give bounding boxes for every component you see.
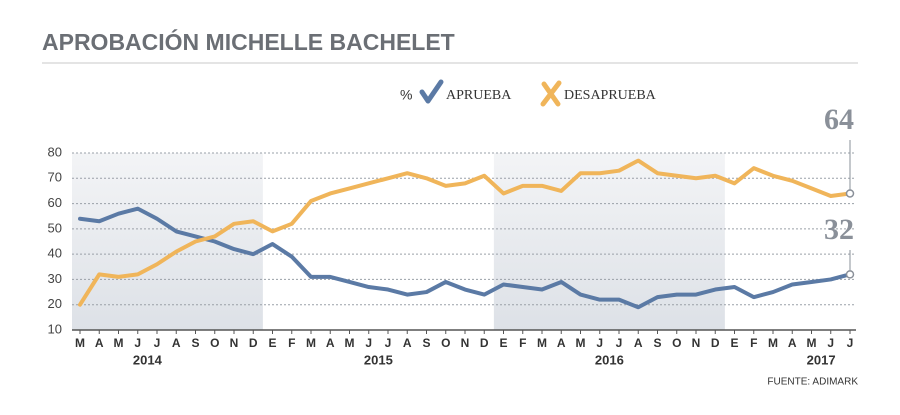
source: FUENTE: ADIMARK xyxy=(767,377,858,388)
x-tick-label: J xyxy=(616,336,623,350)
x-tick-label: A xyxy=(788,336,797,350)
x-tick-label: M xyxy=(537,336,547,350)
x-tick-label: O xyxy=(210,336,219,350)
x-tick-label: A xyxy=(634,336,643,350)
x-tick-label: J xyxy=(134,336,141,350)
x-tick-label: N xyxy=(461,336,470,350)
x-tick-label: F xyxy=(519,336,526,350)
y-tick-label: 20 xyxy=(48,296,62,311)
chart-title: APROBACIÓN MICHELLE BACHELET xyxy=(42,28,455,55)
x-tick-label: A xyxy=(326,336,335,350)
x-tick-label: J xyxy=(596,336,603,350)
x-tick-label: M xyxy=(807,336,817,350)
year-band xyxy=(72,153,263,330)
x-tick-label: N xyxy=(692,336,701,350)
year-label: 2015 xyxy=(364,352,393,367)
y-tick-label: 30 xyxy=(48,271,62,286)
x-tick-label: M xyxy=(306,336,316,350)
x-tick-label: O xyxy=(441,336,450,350)
x-tick-label: M xyxy=(576,336,586,350)
legend-label: APRUEBA xyxy=(446,88,512,103)
end-point xyxy=(845,270,855,279)
end-label: 64 xyxy=(824,103,854,136)
x-tick-label: J xyxy=(365,336,372,350)
x-tick-label: S xyxy=(653,336,661,350)
x-tick-label: J xyxy=(385,336,392,350)
legend-check xyxy=(419,79,444,104)
year-label: 2017 xyxy=(807,352,836,367)
x-tick-label: D xyxy=(480,336,489,350)
x-tick-label: N xyxy=(230,336,239,350)
y-tick-label: 10 xyxy=(48,321,62,336)
x-tick-label: M xyxy=(114,336,124,350)
x-tick-label: E xyxy=(268,336,276,350)
x-tick-label: D xyxy=(711,336,720,350)
x-tick-label: A xyxy=(557,336,566,350)
x-tick-label: M xyxy=(75,336,85,350)
x-tick-label: M xyxy=(345,336,355,350)
y-tick-label: 50 xyxy=(48,220,62,235)
x-tick-label: A xyxy=(95,336,104,350)
x-tick-label: S xyxy=(422,336,430,350)
y-tick-label: 60 xyxy=(48,195,62,210)
series-line xyxy=(78,158,852,307)
x-tick-label: S xyxy=(191,336,199,350)
x-tick-label: E xyxy=(499,336,507,350)
year-band xyxy=(493,153,725,330)
x-tick-label: O xyxy=(672,336,681,350)
y-tick-label: 40 xyxy=(48,246,62,261)
x-tick-label: D xyxy=(249,336,258,350)
year-label: 2014 xyxy=(133,352,163,367)
y-tick-label: 70 xyxy=(48,170,62,185)
legend-label: DESAPRUEBA xyxy=(564,88,657,103)
x-tick-label: J xyxy=(154,336,161,350)
legend-x xyxy=(540,80,562,107)
x-tick-label: J xyxy=(827,336,834,350)
legend-title: % xyxy=(400,87,412,103)
x-tick-label: M xyxy=(768,336,778,350)
x-tick-label: A xyxy=(403,336,412,350)
x-tick-label: F xyxy=(750,336,757,350)
year-label: 2016 xyxy=(595,352,624,367)
end-point xyxy=(845,189,855,198)
x-tick-label: A xyxy=(172,336,181,350)
x-tick-label: J xyxy=(847,336,854,350)
end-label: 32 xyxy=(824,213,854,246)
y-tick-label: 80 xyxy=(48,144,62,159)
x-tick-label: F xyxy=(288,336,295,350)
x-tick-label: E xyxy=(730,336,738,350)
